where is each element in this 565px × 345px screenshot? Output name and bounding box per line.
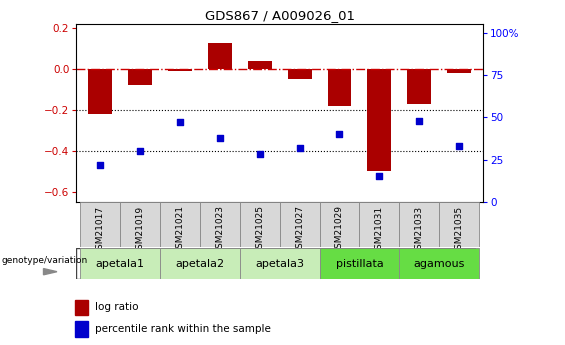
Point: [176, 119, 185, 125]
Bar: [88, 69, 112, 114]
Bar: [240, 248, 320, 279]
Bar: [208, 42, 232, 69]
Text: log ratio: log ratio: [95, 302, 138, 312]
Bar: [160, 202, 200, 247]
Text: GSM21029: GSM21029: [335, 205, 344, 254]
Polygon shape: [44, 268, 57, 275]
Text: percentile rank within the sample: percentile rank within the sample: [95, 324, 271, 334]
Text: GSM21017: GSM21017: [95, 205, 105, 255]
Text: apetala1: apetala1: [95, 259, 145, 269]
Bar: [75, 299, 88, 315]
Point: [136, 148, 145, 154]
Bar: [80, 202, 120, 247]
Bar: [399, 248, 479, 279]
Text: pistillata: pistillata: [336, 259, 383, 269]
Text: GSM21027: GSM21027: [295, 205, 304, 254]
Bar: [240, 202, 280, 247]
Text: agamous: agamous: [414, 259, 465, 269]
Bar: [120, 202, 160, 247]
Point: [415, 118, 424, 124]
Bar: [447, 69, 471, 73]
Bar: [128, 69, 152, 86]
Title: GDS867 / A009026_01: GDS867 / A009026_01: [205, 9, 355, 22]
Point: [215, 135, 224, 140]
Point: [455, 143, 464, 149]
Point: [95, 162, 105, 167]
Bar: [320, 248, 399, 279]
Bar: [439, 202, 479, 247]
Bar: [280, 202, 320, 247]
Bar: [328, 69, 351, 106]
Text: GSM21023: GSM21023: [215, 205, 224, 254]
Bar: [160, 248, 240, 279]
Bar: [248, 61, 272, 69]
Point: [255, 152, 264, 157]
Bar: [288, 69, 311, 79]
Bar: [359, 202, 399, 247]
Text: GSM21025: GSM21025: [255, 205, 264, 254]
Text: GSM21021: GSM21021: [176, 205, 184, 254]
Bar: [399, 202, 439, 247]
Bar: [75, 321, 88, 337]
Bar: [80, 248, 160, 279]
Point: [335, 131, 344, 137]
Bar: [168, 69, 192, 71]
Text: GSM21035: GSM21035: [455, 205, 464, 255]
Bar: [367, 69, 392, 171]
Text: GSM21019: GSM21019: [136, 205, 145, 255]
Text: GSM21033: GSM21033: [415, 205, 424, 255]
Bar: [407, 69, 431, 104]
Text: GSM21031: GSM21031: [375, 205, 384, 255]
Text: apetala2: apetala2: [175, 259, 224, 269]
Point: [375, 174, 384, 179]
Bar: [320, 202, 359, 247]
Text: genotype/variation: genotype/variation: [2, 256, 88, 265]
Point: [295, 145, 304, 150]
Text: apetala3: apetala3: [255, 259, 304, 269]
Bar: [200, 202, 240, 247]
